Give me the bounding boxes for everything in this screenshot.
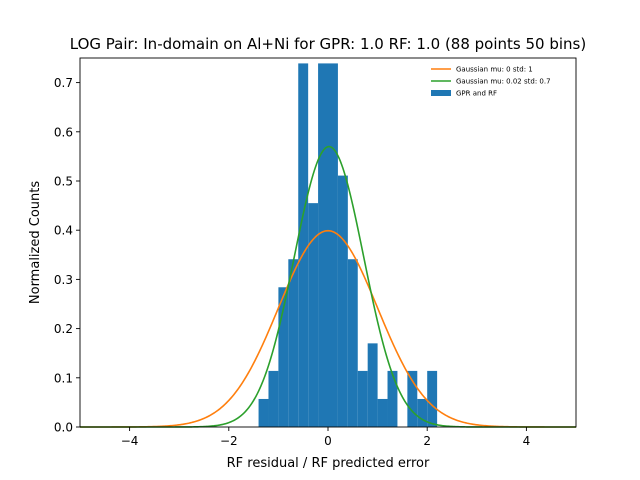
x-tick-label: 2 <box>423 434 431 448</box>
legend: Gaussian mu: 0 std: 1 Gaussian mu: 0.02 … <box>431 66 551 98</box>
y-tick-label: 0.3 <box>54 273 73 287</box>
y-tick-label: 0.6 <box>54 125 73 139</box>
legend-label-gaussian-1: Gaussian mu: 0 std: 1 <box>456 66 533 74</box>
y-axis-ticks: 0.0 0.1 0.2 0.3 0.4 0.5 0.6 0.7 <box>54 76 80 435</box>
legend-label-histogram: GPR and RF <box>456 90 497 98</box>
x-axis-ticks: −4 −2 0 2 4 <box>121 427 530 448</box>
legend-label-gaussian-2: Gaussian mu: 0.02 std: 0.7 <box>456 78 551 86</box>
histogram-bar <box>318 63 328 427</box>
histogram-bar <box>427 370 438 427</box>
histogram-bar <box>407 370 418 427</box>
histogram-bars <box>258 63 438 427</box>
histogram-bar <box>387 370 398 427</box>
x-tick-label: −4 <box>121 434 139 448</box>
y-tick-label: 0.2 <box>54 322 73 336</box>
y-tick-label: 0.4 <box>54 224 73 238</box>
y-axis-label: Normalized Counts <box>28 181 43 304</box>
x-tick-label: 0 <box>324 434 332 448</box>
chart-title: LOG Pair: In-domain on Al+Ni for GPR: 1.… <box>70 35 586 53</box>
y-tick-label: 0.1 <box>54 371 73 385</box>
x-tick-label: 4 <box>523 434 531 448</box>
histogram-bar <box>308 203 319 427</box>
histogram-bar <box>268 370 279 427</box>
legend-swatch-histogram <box>431 90 451 96</box>
x-axis-label: RF residual / RF predicted error <box>227 456 430 471</box>
histogram-bar <box>258 398 269 427</box>
histogram-bar <box>357 370 368 427</box>
x-tick-label: −2 <box>220 434 238 448</box>
histogram-bar <box>337 175 348 427</box>
histogram-bar <box>288 259 299 427</box>
histogram-bar <box>367 343 378 427</box>
histogram-bar <box>347 259 358 427</box>
histogram-bar <box>278 287 289 427</box>
y-tick-label: 0.5 <box>54 175 73 189</box>
histogram-bar <box>377 398 388 427</box>
histogram-bar <box>328 63 338 427</box>
histogram-bar <box>298 63 309 427</box>
y-tick-label: 0.0 <box>54 421 73 435</box>
histogram-bar <box>417 398 428 427</box>
y-tick-label: 0.7 <box>54 76 73 90</box>
